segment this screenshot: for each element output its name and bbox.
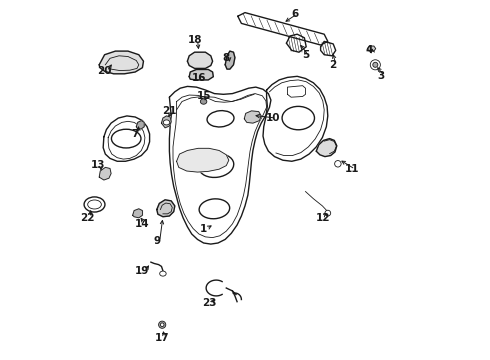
- Ellipse shape: [84, 197, 105, 212]
- Text: 11: 11: [345, 164, 360, 174]
- Polygon shape: [316, 139, 337, 157]
- Text: 3: 3: [377, 71, 385, 81]
- Text: 16: 16: [192, 73, 206, 84]
- Text: 4: 4: [366, 45, 373, 55]
- Ellipse shape: [198, 154, 234, 177]
- Ellipse shape: [370, 60, 380, 70]
- Text: 7: 7: [131, 129, 139, 139]
- Polygon shape: [288, 86, 305, 97]
- Text: 18: 18: [187, 35, 202, 45]
- Text: 23: 23: [202, 298, 216, 308]
- Ellipse shape: [207, 111, 234, 127]
- Text: 12: 12: [316, 213, 331, 223]
- Polygon shape: [320, 41, 336, 56]
- Ellipse shape: [163, 120, 170, 125]
- Polygon shape: [263, 76, 328, 161]
- Ellipse shape: [160, 271, 166, 276]
- Text: 8: 8: [222, 53, 230, 63]
- Polygon shape: [286, 34, 306, 52]
- Ellipse shape: [200, 99, 207, 104]
- Ellipse shape: [111, 129, 141, 148]
- Polygon shape: [238, 13, 328, 45]
- Text: 9: 9: [153, 236, 160, 246]
- Polygon shape: [99, 167, 111, 180]
- Polygon shape: [187, 52, 213, 68]
- Ellipse shape: [159, 321, 166, 328]
- Polygon shape: [157, 200, 175, 217]
- Text: 20: 20: [97, 66, 111, 76]
- Text: 6: 6: [291, 9, 298, 19]
- Polygon shape: [99, 51, 144, 74]
- Text: 21: 21: [162, 106, 177, 116]
- Text: 13: 13: [91, 160, 105, 170]
- Polygon shape: [170, 86, 271, 244]
- Polygon shape: [133, 209, 143, 218]
- Polygon shape: [245, 111, 261, 123]
- Polygon shape: [103, 116, 149, 161]
- Text: 15: 15: [196, 91, 211, 102]
- Text: 5: 5: [302, 50, 309, 60]
- Polygon shape: [162, 116, 171, 128]
- Ellipse shape: [335, 161, 341, 167]
- Ellipse shape: [160, 323, 164, 327]
- Ellipse shape: [88, 200, 101, 209]
- Text: 10: 10: [266, 113, 280, 123]
- Text: 1: 1: [200, 224, 207, 234]
- Polygon shape: [368, 46, 376, 51]
- Ellipse shape: [282, 107, 315, 130]
- Ellipse shape: [373, 62, 378, 67]
- Text: 22: 22: [80, 213, 95, 223]
- Ellipse shape: [325, 210, 331, 216]
- Text: 17: 17: [155, 333, 170, 343]
- Text: 14: 14: [135, 219, 150, 229]
- Polygon shape: [225, 51, 235, 69]
- Text: 2: 2: [330, 60, 337, 70]
- Text: 19: 19: [135, 266, 149, 276]
- Polygon shape: [136, 121, 144, 129]
- Polygon shape: [189, 69, 213, 80]
- Ellipse shape: [199, 199, 230, 219]
- Polygon shape: [176, 148, 229, 172]
